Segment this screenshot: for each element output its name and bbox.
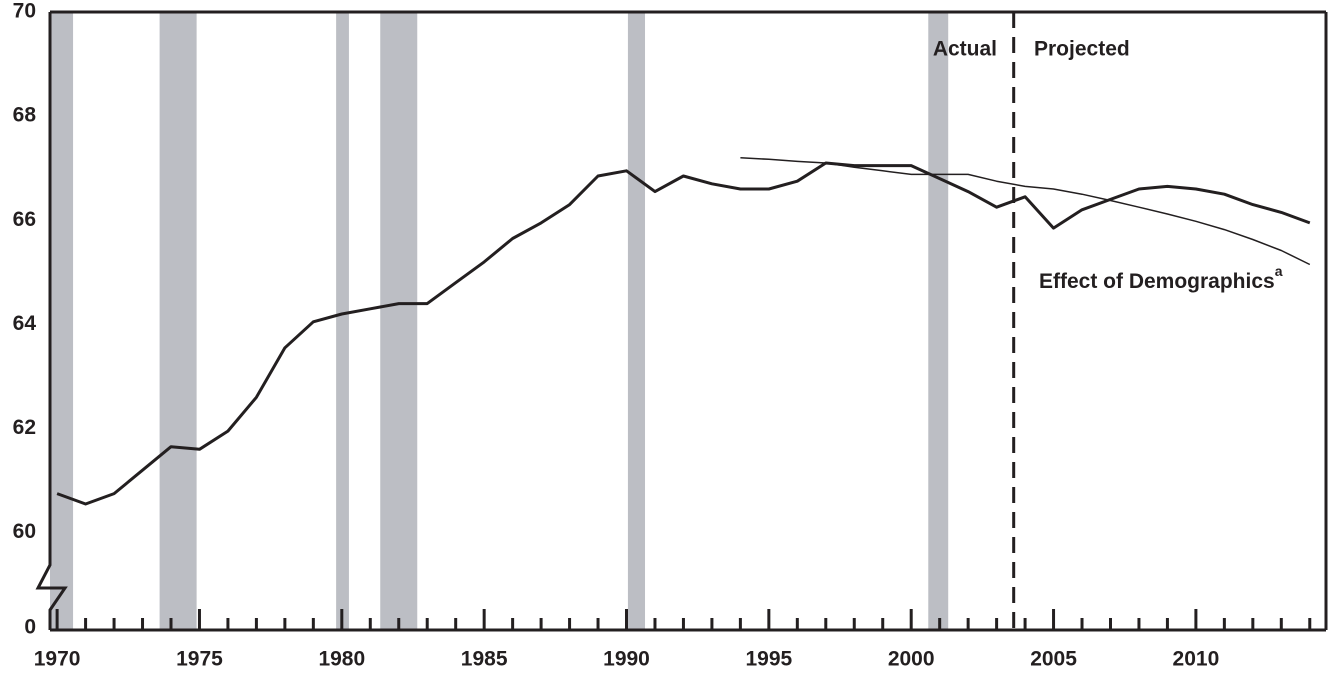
y-tick-label: 0 <box>24 616 36 639</box>
x-tick-label: 2010 <box>1173 648 1220 671</box>
actual-label: Actual <box>933 38 997 61</box>
background-layer <box>50 12 949 630</box>
x-tick-label: 2000 <box>888 648 935 671</box>
y-tick-label: 62 <box>13 416 36 439</box>
x-tick-label: 1990 <box>603 648 650 671</box>
y-axis-with-break <box>35 12 68 630</box>
series-label: Effect of Demographicsa <box>1039 263 1283 293</box>
recession-band <box>336 12 349 630</box>
recession-band <box>159 12 197 630</box>
y-tick-label: 66 <box>13 208 36 231</box>
y-tick-label: 64 <box>13 312 37 335</box>
y-tick-label: 60 <box>13 520 36 543</box>
x-tick-label: 1995 <box>745 648 792 671</box>
data-line <box>740 157 1311 266</box>
projected-label: Projected <box>1034 38 1130 61</box>
series-note: a <box>1275 263 1283 279</box>
x-tick-label: 2005 <box>1030 648 1077 671</box>
y-tick-label: 70 <box>13 0 36 23</box>
data-line <box>56 161 1311 506</box>
x-tick-label: 1985 <box>461 648 508 671</box>
x-tick-label: 1970 <box>34 648 81 671</box>
recession-band <box>928 12 949 630</box>
recession-band <box>627 12 646 630</box>
recession-band <box>50 12 74 630</box>
x-tick-label: 1975 <box>176 648 223 671</box>
series-name: Effect of Demographics <box>1039 270 1275 293</box>
x-tick-label: 1980 <box>318 648 365 671</box>
recession-band <box>380 12 418 630</box>
y-tick-label: 68 <box>13 104 37 127</box>
